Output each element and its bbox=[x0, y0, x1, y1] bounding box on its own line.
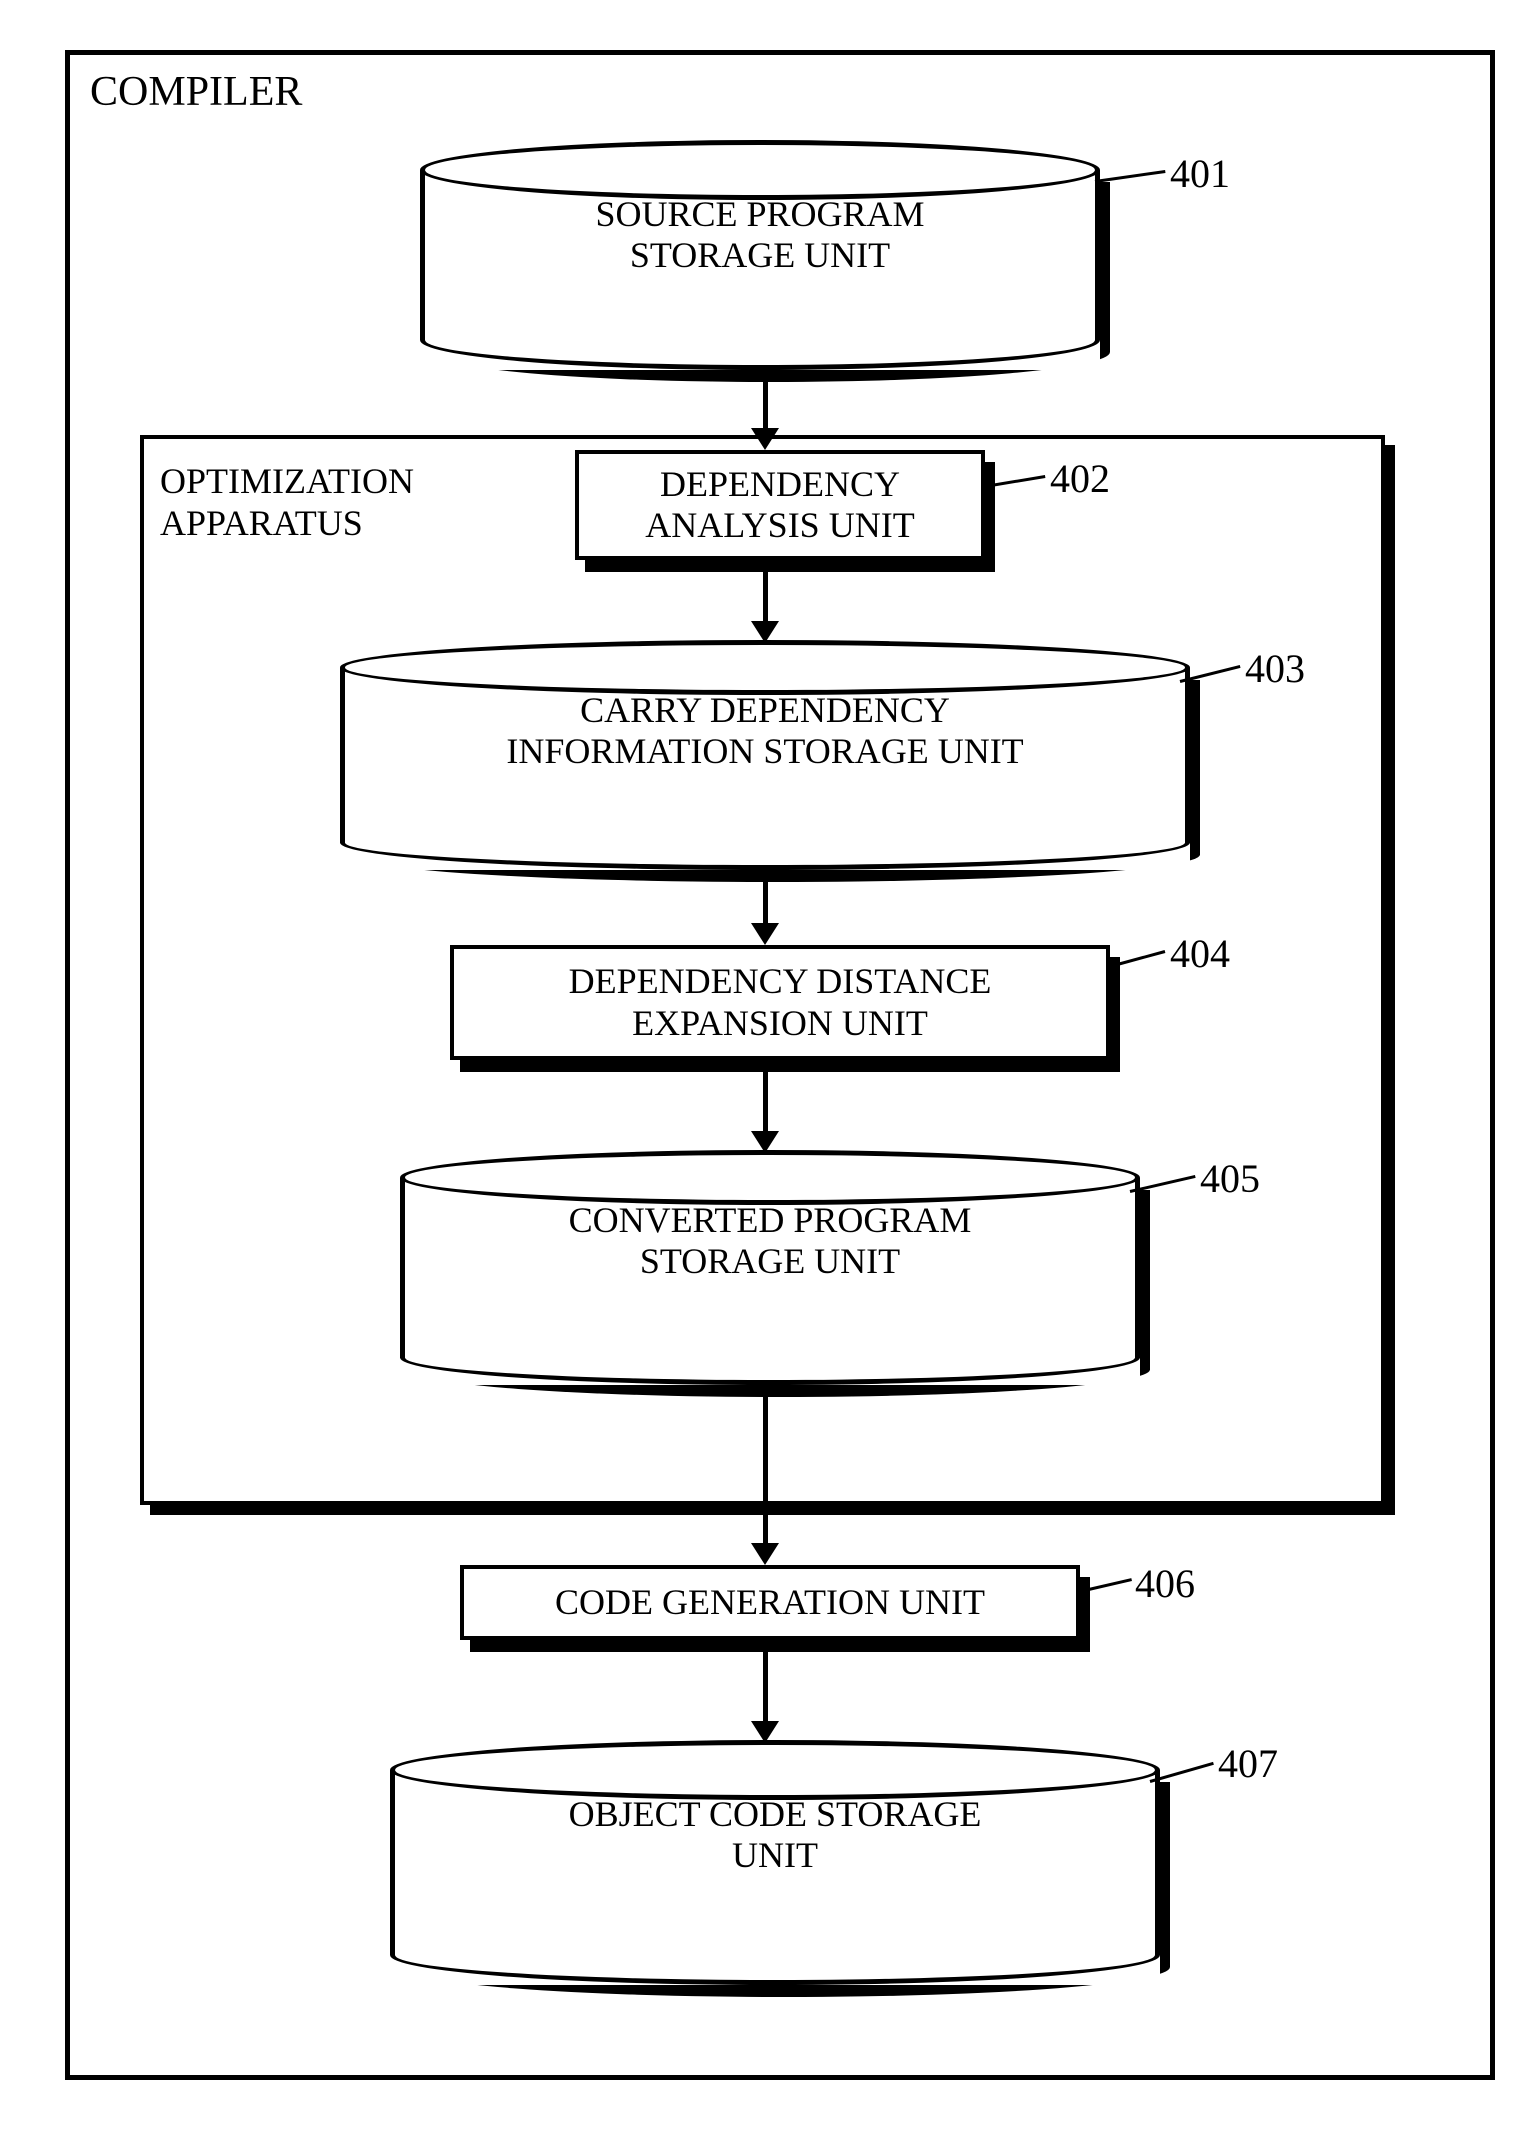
arrow-line bbox=[763, 568, 768, 623]
reference-number: 401 bbox=[1170, 150, 1230, 197]
compiler-label: COMPILER bbox=[90, 68, 302, 116]
optimization-label: OPTIMIZATIONAPPARATUS bbox=[160, 460, 414, 544]
process-box: DEPENDENCYANALYSIS UNIT bbox=[575, 450, 985, 560]
node-label: SOURCE PROGRAMSTORAGE UNIT bbox=[420, 194, 1100, 277]
node-label: CONVERTED PROGRAMSTORAGE UNIT bbox=[400, 1200, 1140, 1283]
arrow-head-icon bbox=[751, 1543, 779, 1565]
cylinder-top bbox=[420, 140, 1100, 200]
reference-number: 406 bbox=[1135, 1560, 1195, 1607]
reference-number: 403 bbox=[1245, 645, 1305, 692]
storage-cylinder: CONVERTED PROGRAMSTORAGE UNIT bbox=[400, 1150, 1140, 1385]
node-label: CODE GENERATION UNIT bbox=[555, 1582, 985, 1623]
node-label: DEPENDENCY DISTANCEEXPANSION UNIT bbox=[569, 961, 992, 1044]
process-box: CODE GENERATION UNIT bbox=[460, 1565, 1080, 1640]
reference-number: 405 bbox=[1200, 1155, 1260, 1202]
cylinder-top bbox=[390, 1740, 1160, 1800]
reference-number: 402 bbox=[1050, 455, 1110, 502]
node-label: OBJECT CODE STORAGEUNIT bbox=[390, 1794, 1160, 1877]
arrow-line bbox=[763, 375, 768, 430]
cylinder-top bbox=[340, 640, 1190, 695]
arrow-head-icon bbox=[751, 923, 779, 945]
arrow-line bbox=[763, 1390, 768, 1545]
node-label: DEPENDENCYANALYSIS UNIT bbox=[645, 464, 914, 547]
reference-number: 404 bbox=[1170, 930, 1230, 977]
storage-cylinder: SOURCE PROGRAMSTORAGE UNIT bbox=[420, 140, 1100, 370]
arrow-head-icon bbox=[751, 428, 779, 450]
node-label: CARRY DEPENDENCYINFORMATION STORAGE UNIT bbox=[340, 690, 1190, 773]
cylinder-top bbox=[400, 1150, 1140, 1205]
reference-number: 407 bbox=[1218, 1740, 1278, 1787]
arrow-line bbox=[763, 1068, 768, 1133]
arrow-line bbox=[763, 1648, 768, 1723]
storage-cylinder: CARRY DEPENDENCYINFORMATION STORAGE UNIT bbox=[340, 640, 1190, 870]
process-box: DEPENDENCY DISTANCEEXPANSION UNIT bbox=[450, 945, 1110, 1060]
storage-cylinder: OBJECT CODE STORAGEUNIT bbox=[390, 1740, 1160, 1985]
arrow-line bbox=[763, 875, 768, 925]
